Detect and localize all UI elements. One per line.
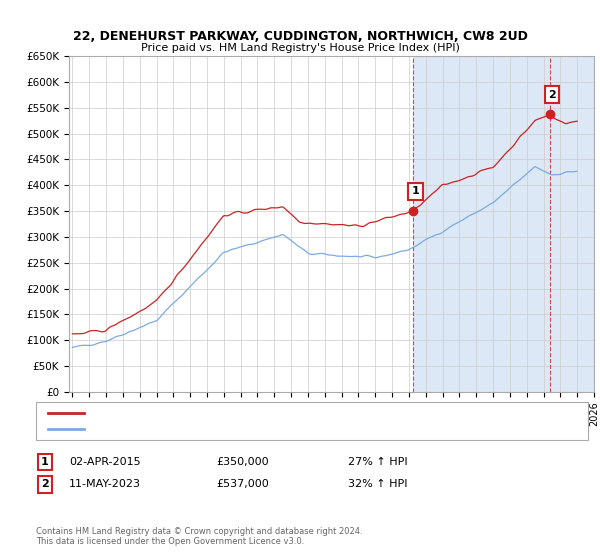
Bar: [413, 56, 600, 392]
Text: 22, DENEHURST PARKWAY, CUDDINGTON, NORTHWICH, CW8 2UD: 22, DENEHURST PARKWAY, CUDDINGTON, NORTH…: [73, 30, 527, 43]
Text: Contains HM Land Registry data © Crown copyright and database right 2024.
This d: Contains HM Land Registry data © Crown c…: [36, 526, 362, 546]
Text: 2: 2: [548, 90, 556, 100]
Text: £350,000: £350,000: [216, 457, 269, 467]
Text: Price paid vs. HM Land Registry's House Price Index (HPI): Price paid vs. HM Land Registry's House …: [140, 43, 460, 53]
Text: 22, DENEHURST PARKWAY, CUDDINGTON, NORTHWICH, CW8 2UD (detached house): 22, DENEHURST PARKWAY, CUDDINGTON, NORTH…: [90, 408, 526, 418]
Text: 27% ↑ HPI: 27% ↑ HPI: [348, 457, 407, 467]
Text: 2: 2: [41, 479, 49, 489]
Text: HPI: Average price, detached house, Cheshire West and Chester: HPI: Average price, detached house, Ches…: [90, 424, 425, 434]
Text: 11-MAY-2023: 11-MAY-2023: [69, 479, 141, 489]
Text: 1: 1: [41, 457, 49, 467]
Text: £537,000: £537,000: [216, 479, 269, 489]
Text: 1: 1: [412, 186, 419, 197]
Text: 32% ↑ HPI: 32% ↑ HPI: [348, 479, 407, 489]
Text: 02-APR-2015: 02-APR-2015: [69, 457, 140, 467]
